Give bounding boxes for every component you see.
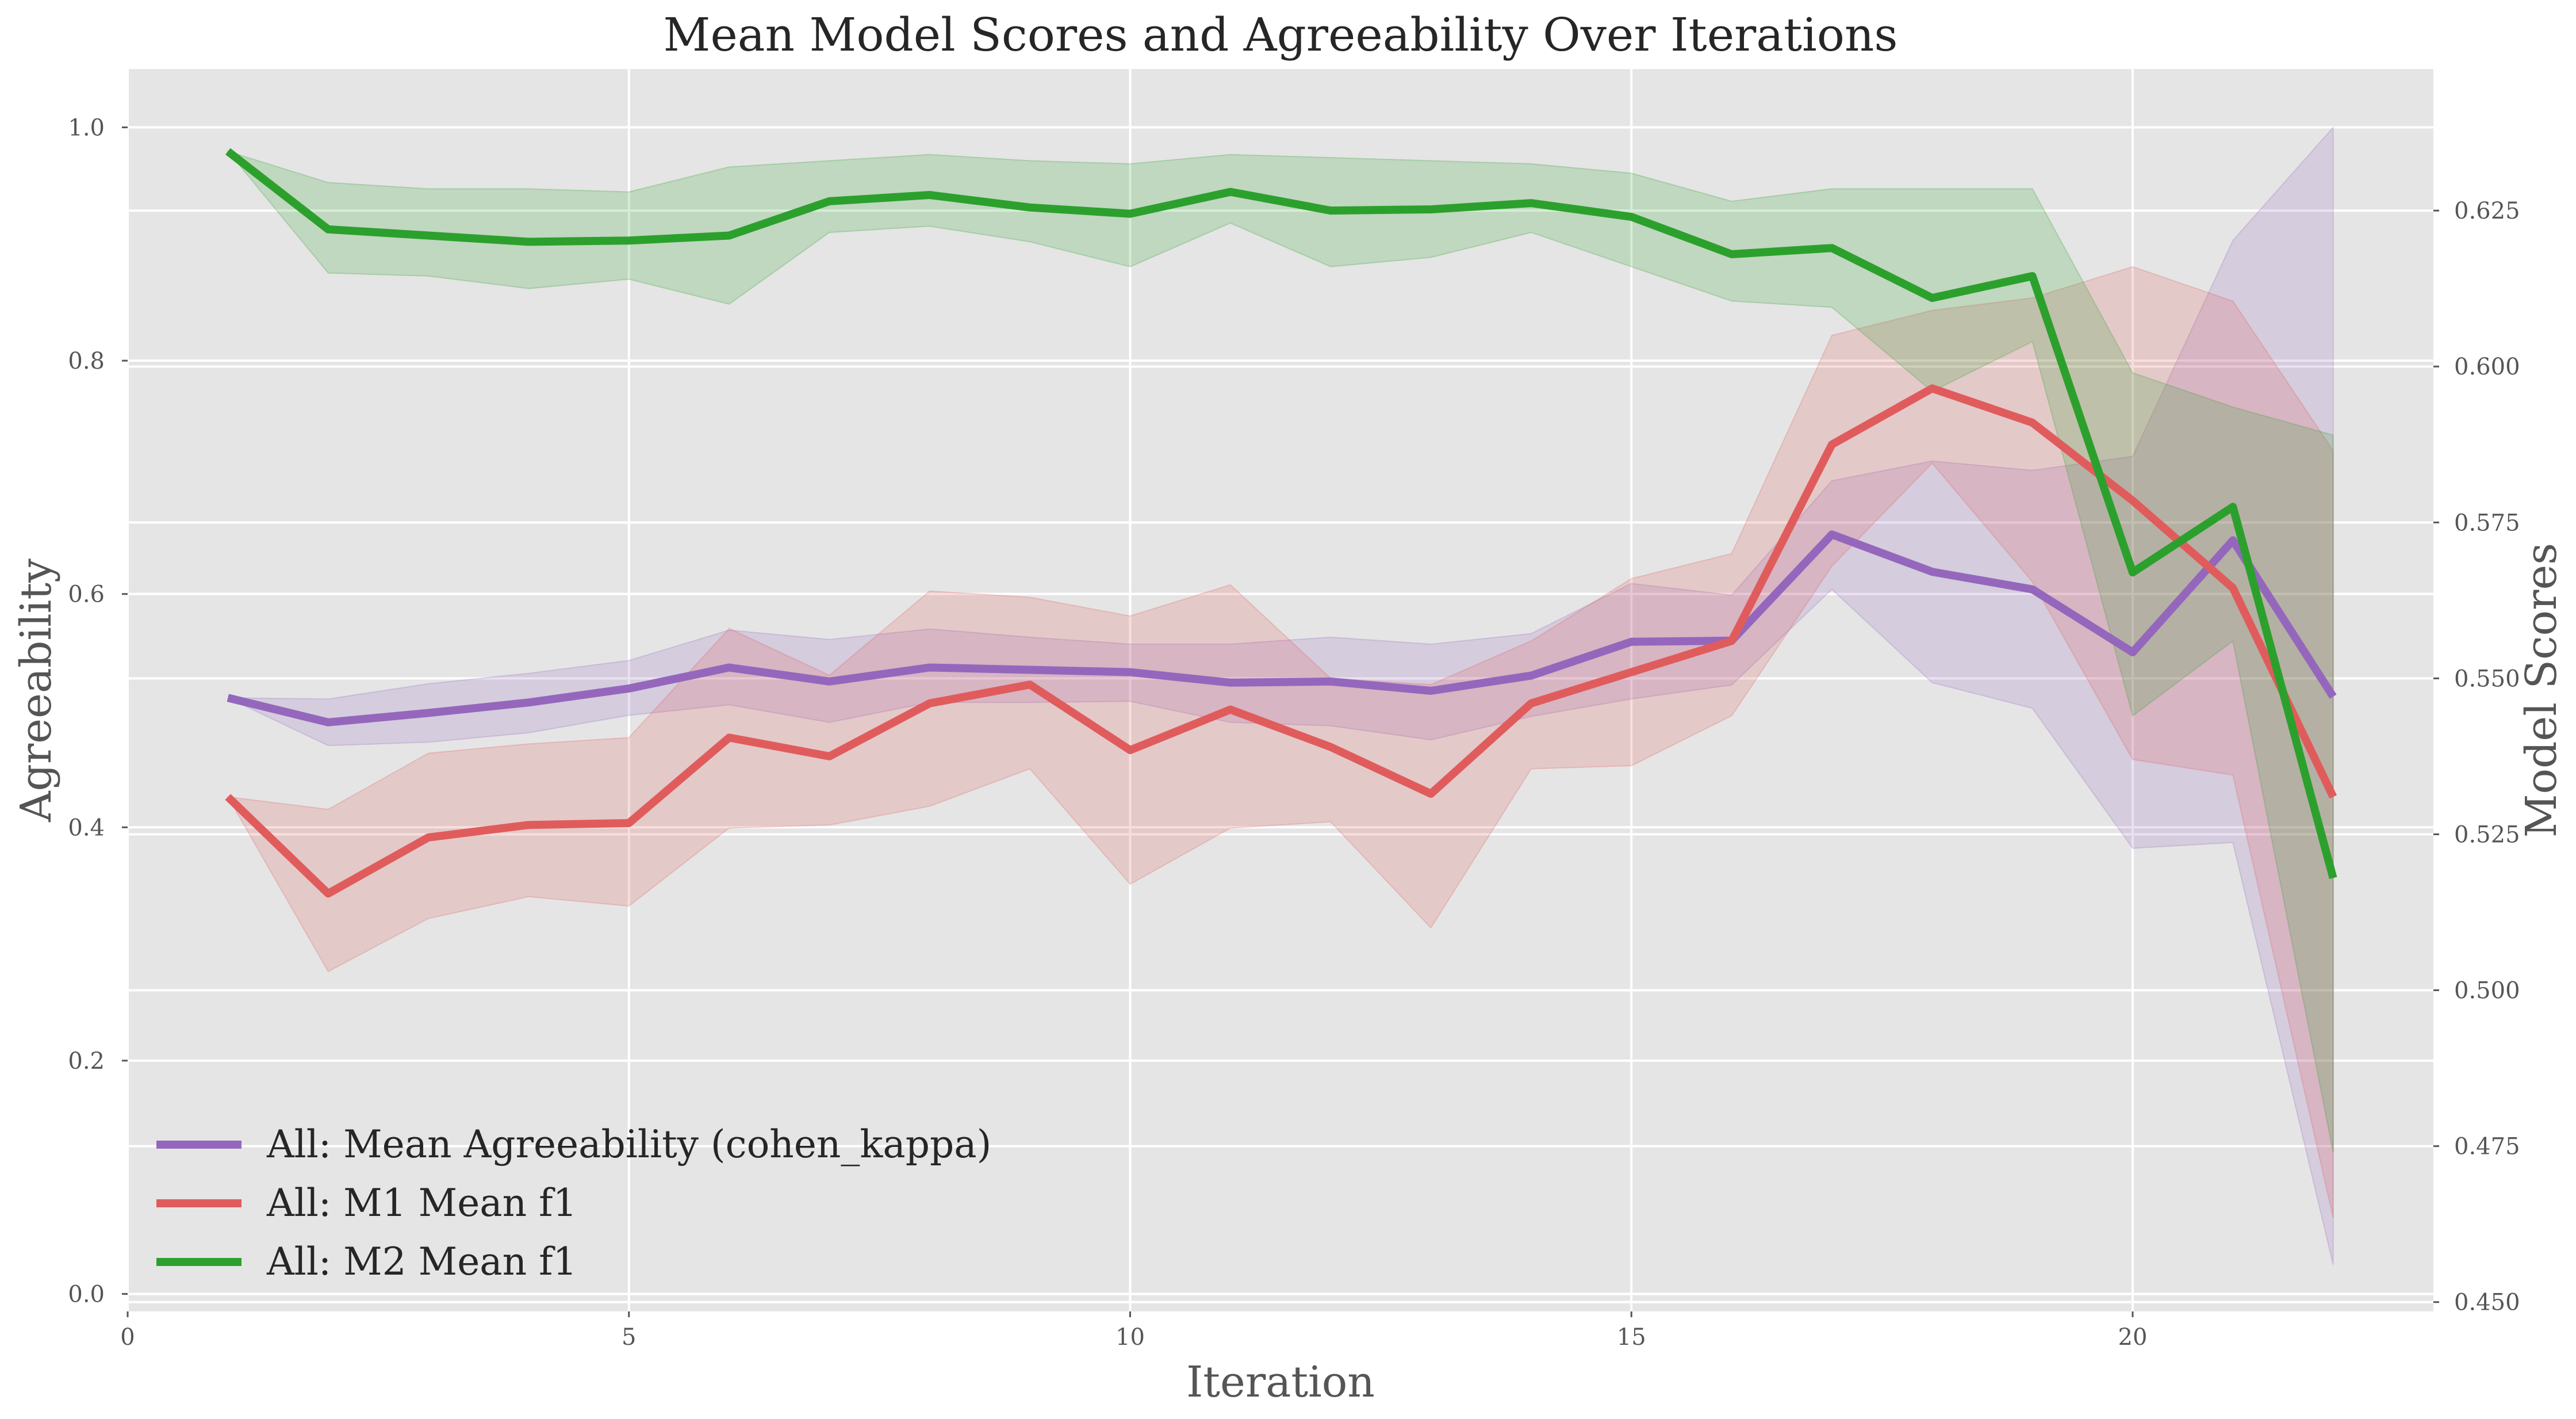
x-tick-label: 15 — [1617, 1324, 1646, 1351]
y-tick-label-left: 0.8 — [68, 348, 105, 374]
y-tick-label-left: 1.0 — [68, 114, 105, 141]
x-tick-label: 5 — [622, 1324, 636, 1351]
y-axis-label-left: Agreeability — [12, 559, 61, 823]
grid-layer — [126, 69, 2433, 1311]
y-tick-label-right: 0.550 — [2454, 665, 2520, 692]
legend-label: All: M1 Mean f1 — [266, 1181, 577, 1225]
right-y-axis-ticks: 0.450 0.475 0.500 0.525 0.550 0.575 0.600 0.625 — [2433, 198, 2520, 1316]
x-tick-label: 10 — [1116, 1324, 1145, 1351]
y-tick-label-right: 0.600 — [2454, 354, 2520, 380]
confidence-band-series-2 — [227, 266, 2334, 1218]
series-lines — [225, 148, 2337, 898]
y-tick-label-left: 0.0 — [68, 1282, 105, 1308]
y-tick-label-right: 0.500 — [2454, 978, 2520, 1004]
legend-label: All: Mean Agreeability (cohen_kappa) — [266, 1122, 991, 1166]
series-line-2 — [225, 384, 2337, 898]
legend-label: All: M2 Mean f1 — [266, 1240, 577, 1284]
y-tick-label-right: 0.475 — [2454, 1134, 2520, 1160]
y-axis-label-right: Model Scores — [2517, 543, 2566, 838]
y-tick-label-right: 0.625 — [2454, 198, 2520, 224]
x-tick-label: 0 — [120, 1324, 135, 1351]
x-axis-ticks: 0 5 10 15 20 — [120, 1311, 2147, 1351]
chart-title: Mean Model Scores and Agreeability Over … — [664, 8, 1898, 62]
series-line-1 — [227, 530, 2337, 726]
legend: All: Mean Agreeability (cohen_kappa) All:… — [156, 1122, 991, 1284]
y-tick-label-right: 0.575 — [2454, 510, 2520, 536]
plot-area-background — [128, 69, 2433, 1311]
y-tick-label-left: 0.4 — [68, 814, 105, 841]
series-line-3 — [225, 148, 2337, 879]
x-tick-label: 20 — [2118, 1324, 2148, 1351]
left-y-axis-ticks: 0.0 0.2 0.4 0.6 0.8 1.0 — [68, 114, 128, 1308]
y-tick-label-left: 0.6 — [68, 582, 105, 608]
x-axis-label: Iteration — [1186, 1357, 1375, 1407]
y-tick-label-right: 0.450 — [2454, 1290, 2520, 1316]
y-tick-label-left: 0.2 — [68, 1048, 105, 1074]
y-tick-label-right: 0.525 — [2454, 821, 2520, 848]
